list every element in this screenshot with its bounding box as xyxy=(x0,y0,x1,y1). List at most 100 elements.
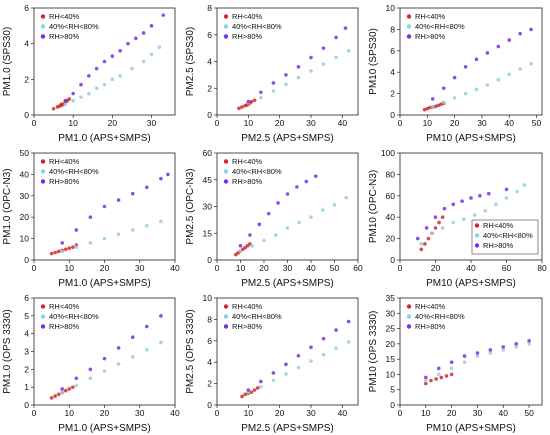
point-rh-80 xyxy=(321,46,326,50)
point-rh-80 xyxy=(452,75,457,80)
point-40-rh-80 xyxy=(344,195,349,200)
legend-marker xyxy=(406,34,412,39)
point-rh-80 xyxy=(433,215,438,219)
point-40-rh-80 xyxy=(515,189,519,194)
point-rh-80 xyxy=(257,222,262,227)
point-rh-40 xyxy=(439,102,443,107)
x-tick-label: 10 xyxy=(423,118,433,128)
point-rh-80 xyxy=(246,99,251,104)
point-40-rh-80 xyxy=(271,378,276,383)
scatter-points xyxy=(415,183,527,252)
x-tick-label: 10 xyxy=(65,263,75,273)
scatter-points xyxy=(49,314,163,400)
point-rh-40 xyxy=(243,392,247,397)
point-40-rh-80 xyxy=(130,355,135,359)
legend-marker xyxy=(474,243,480,248)
x-tick-label: 20 xyxy=(431,263,441,273)
point-rh-40 xyxy=(422,107,427,112)
point-rh-80 xyxy=(529,27,533,32)
point-40-rh-80 xyxy=(130,228,135,232)
point-rh-80 xyxy=(102,204,107,209)
legend-label: 40%<RH<80% xyxy=(49,167,99,176)
legend: RH<40%40%<RH<80%RH>80% xyxy=(406,302,465,331)
point-40-rh-80 xyxy=(472,213,477,217)
y-tick-label: 0 xyxy=(207,110,212,120)
point-rh-80 xyxy=(145,324,149,329)
point-rh-80 xyxy=(259,90,263,95)
legend-label: 40%<RH<80% xyxy=(49,312,99,321)
x-tick-label: 40 xyxy=(170,408,180,418)
point-rh-80 xyxy=(469,196,473,200)
point-rh-40 xyxy=(449,372,454,377)
point-rh-80 xyxy=(441,86,446,91)
point-rh-80 xyxy=(118,49,122,53)
y-axis-label: PM1.0 (SPS30) xyxy=(2,27,13,96)
y-tick-label: 0 xyxy=(24,110,29,120)
y-tick-label: 30 xyxy=(386,308,396,318)
x-tick-label: 80 xyxy=(537,263,547,273)
point-40-rh-80 xyxy=(527,342,531,346)
point-rh-40 xyxy=(49,251,54,256)
point-rh-40 xyxy=(444,374,449,378)
point-rh-40 xyxy=(49,396,54,400)
point-rh-80 xyxy=(130,335,135,340)
point-rh-40 xyxy=(53,250,57,255)
point-40-rh-80 xyxy=(116,362,121,366)
point-40-rh-80 xyxy=(74,245,79,249)
legend-marker xyxy=(223,34,229,39)
point-rh-80 xyxy=(486,191,491,196)
x-tick-label: 40 xyxy=(466,263,476,273)
legend-label: RH<40% xyxy=(49,157,80,166)
point-40-rh-80 xyxy=(141,59,146,64)
y-axis-label: PM1.0 (OPC-N3) xyxy=(2,168,13,244)
point-rh-40 xyxy=(433,226,438,230)
x-tick-label: 0 xyxy=(32,263,37,273)
y-tick-label: 0 xyxy=(390,110,395,120)
point-40-rh-80 xyxy=(452,96,457,100)
point-rh-80 xyxy=(130,191,135,196)
point-40-rh-80 xyxy=(474,87,479,92)
legend-label: RH>80% xyxy=(232,32,263,41)
x-axis-label: PM10 (APS+SMPS) xyxy=(426,133,516,144)
y-tick-label: 0 xyxy=(207,255,212,265)
point-40-rh-80 xyxy=(63,102,68,107)
point-40-rh-80 xyxy=(71,98,75,103)
x-tick-label: 60 xyxy=(353,263,363,273)
chart-panel-i: 0 10 20 30 40 50 0 5 10 15 20 25 30 35 PM10 (APS+SMPS)… xyxy=(366,290,550,435)
point-40-rh-80 xyxy=(309,69,313,73)
point-rh-80 xyxy=(507,38,512,42)
y-tick-label: 6 xyxy=(207,30,212,40)
point-rh-80 xyxy=(248,233,252,237)
point-40-rh-80 xyxy=(320,208,325,212)
point-rh-80 xyxy=(145,185,149,190)
plot-frame xyxy=(33,7,176,116)
x-tick-label: 20 xyxy=(108,118,118,128)
legend: RH<40%40%<RH<80%RH>80% xyxy=(40,157,99,186)
x-tick-label: 10 xyxy=(65,408,75,418)
x-tick-label: 10 xyxy=(421,408,431,418)
y-tick-label: 2 xyxy=(207,83,212,93)
legend-label: 40%<RH<80% xyxy=(415,312,465,321)
y-tick-label: 10 xyxy=(20,234,30,244)
point-rh-80 xyxy=(266,211,271,216)
x-tick-label: 40 xyxy=(338,408,348,418)
legend-marker xyxy=(223,314,229,319)
x-tick-label: 0 xyxy=(398,118,403,128)
y-axis-label: PM10 (SPS30) xyxy=(368,28,379,95)
x-tick-label: 20 xyxy=(100,408,110,418)
point-40-rh-80 xyxy=(332,202,337,207)
x-tick-label: 30 xyxy=(283,263,293,273)
x-axis-label: PM1.0 (APS+SMPS) xyxy=(58,423,151,434)
point-rh-80 xyxy=(295,185,299,189)
point-rh-80 xyxy=(102,59,107,64)
y-tick-label: 30 xyxy=(203,202,213,212)
point-40-rh-80 xyxy=(440,226,445,230)
x-axis-label: PM1.0 (APS+SMPS) xyxy=(58,133,151,144)
point-40-rh-80 xyxy=(259,385,263,389)
y-tick-label: 20 xyxy=(20,212,30,222)
point-rh-80 xyxy=(424,226,429,230)
y-tick-label: 40 xyxy=(20,169,30,179)
point-rh-40 xyxy=(429,378,433,383)
scatter-points xyxy=(51,13,166,111)
point-rh-40 xyxy=(252,98,257,103)
